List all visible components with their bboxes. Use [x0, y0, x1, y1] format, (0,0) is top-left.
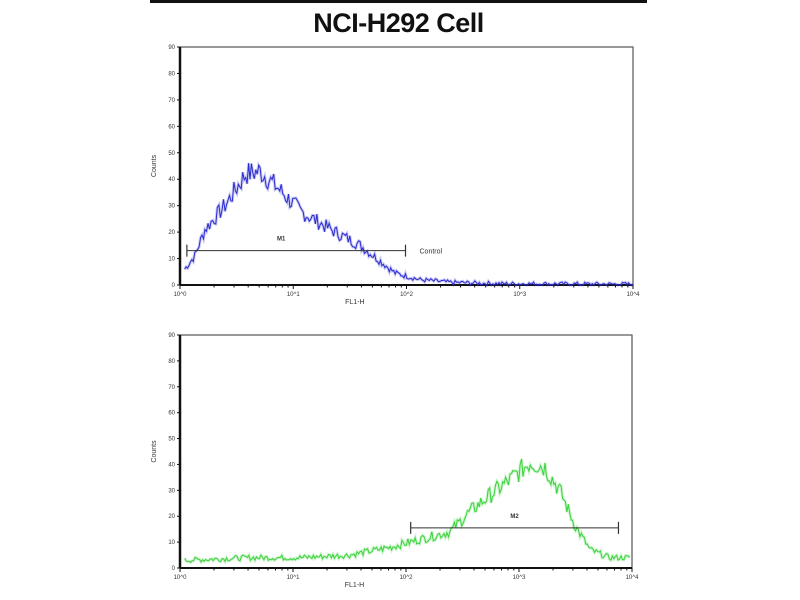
y-axis-label: Counts: [151, 440, 158, 463]
y-tick-label: 90: [168, 45, 175, 51]
x-tick-label: 10^3: [513, 292, 526, 298]
y-tick-label: 50: [168, 437, 175, 443]
y-tick-label: 80: [168, 359, 175, 365]
y-tick-label: 60: [168, 124, 175, 130]
y-tick-label: 80: [168, 71, 175, 77]
histogram-panel-1: 0 10 20 30 40 50 60 70 80 90 10^0 10^1 10^2 10^3 10^4 F…: [151, 45, 640, 306]
series-label-control: Control: [420, 249, 443, 256]
x-tick-label: 10^0: [174, 292, 187, 298]
histogram-panel-2: 0 10 20 30 40 50 60 70 80 90 10^0 10^1 10^2 10^3 10^4 F…: [151, 333, 639, 589]
chart-title: NCI-H292 Cell: [313, 8, 484, 38]
x-tick-label: 10^1: [287, 575, 300, 581]
series-line: [184, 163, 634, 286]
top-border: [150, 0, 647, 3]
gate-marker-label: M1: [277, 237, 286, 243]
x-tick-label: 10^4: [626, 575, 639, 581]
y-tick-label: 60: [168, 411, 175, 417]
x-axis-label: FL1-H: [345, 582, 364, 589]
y-tick-label: 30: [168, 488, 175, 494]
y-tick-label: 10: [168, 257, 175, 263]
series-line: [184, 458, 631, 564]
y-tick-label: 50: [168, 151, 175, 157]
plot-frame: [179, 334, 633, 569]
y-tick-label: 20: [168, 514, 175, 520]
x-axis-label: FL1-H: [345, 299, 364, 306]
gate-marker-label: M2: [510, 514, 519, 520]
x-tick-label: 10^2: [400, 292, 413, 298]
y-tick-label: 40: [168, 177, 175, 183]
y-tick-label: 0: [172, 566, 176, 572]
y-tick-label: 70: [168, 385, 175, 391]
x-tick-label: 10^0: [174, 575, 187, 581]
y-tick-label: 20: [168, 230, 175, 236]
x-tick-label: 10^1: [287, 292, 300, 298]
y-axis-label: Counts: [151, 154, 158, 177]
x-tick-label: 10^4: [627, 292, 640, 298]
y-tick-label: 0: [172, 283, 176, 289]
series-glow: [183, 458, 631, 565]
y-tick-label: 90: [168, 333, 175, 339]
y-tick-label: 30: [168, 204, 175, 210]
y-tick-label: 70: [168, 98, 175, 104]
y-tick-label: 10: [168, 540, 175, 546]
series-glow: [183, 160, 634, 288]
y-tick-label: 40: [168, 462, 175, 468]
x-tick-label: 10^2: [400, 575, 413, 581]
x-tick-label: 10^3: [513, 575, 526, 581]
